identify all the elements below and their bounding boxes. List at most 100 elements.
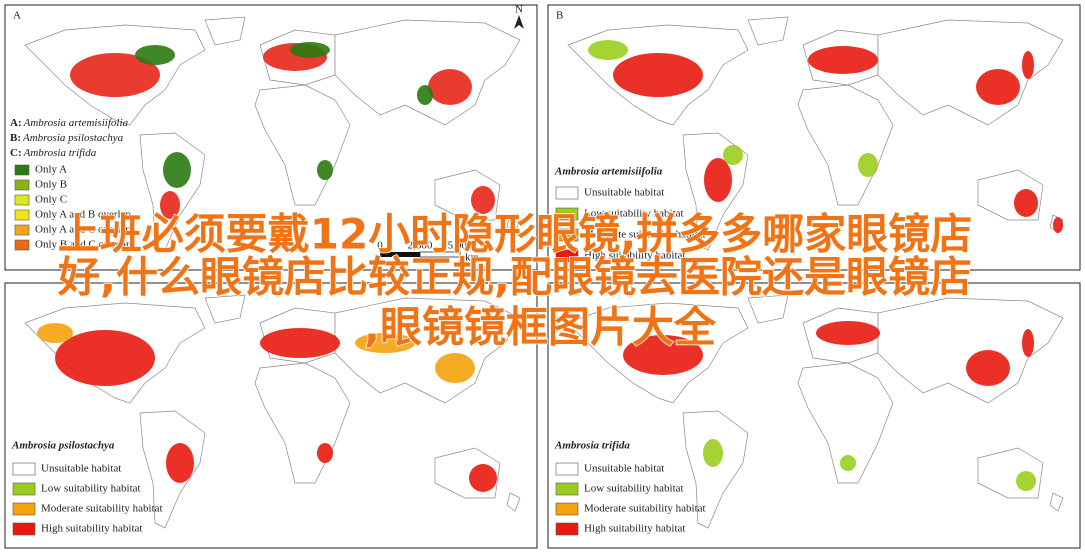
map-panel: Ambrosia psilostachya Unsuitable habitat L…: [4, 282, 538, 549]
habitat-area: [966, 350, 1010, 386]
scale-label: 5,000: [448, 240, 473, 252]
habitat-area: [613, 53, 703, 97]
map-panel: Ambrosia trifida Unsuitable habitat Low su…: [547, 282, 1081, 549]
legend-title: Ambrosia psilostachya: [11, 440, 115, 452]
legend-title: Ambrosia trifida: [554, 440, 630, 452]
panel-label: B: [556, 10, 563, 22]
legend-heading: A: Ambrosia artemisiifolia: [10, 117, 129, 129]
legend-heading: B: Ambrosia psilostachya: [10, 132, 124, 144]
legend-swatch: [555, 249, 579, 263]
habitat-area: [704, 158, 732, 202]
legend-label: Only A: [35, 164, 67, 176]
habitat-area: [623, 335, 703, 375]
legend-swatch: [12, 482, 36, 496]
legend-label: Unsuitable habitat: [584, 463, 664, 475]
legend-heading: C: Ambrosia trifida: [10, 147, 97, 159]
habitat-area: [317, 443, 333, 463]
legend-label: Moderate suitability habitat: [584, 503, 706, 515]
legend-species: Ambrosia psilostachya: [22, 132, 124, 144]
legend-label: Only B: [35, 179, 67, 191]
legend-swatch: [12, 462, 36, 476]
habitat-area: [1053, 217, 1063, 233]
habitat-area: [290, 42, 330, 58]
legend-key: A:: [10, 117, 22, 129]
legend-label: High suitability habitat: [584, 250, 685, 262]
legend-swatch: [14, 209, 30, 221]
legend-swatch: [555, 502, 579, 516]
legend-swatch: [12, 502, 36, 516]
habitat-area: [260, 328, 340, 358]
habitat-area: [469, 464, 497, 492]
habitat-area: [858, 153, 878, 177]
legend-swatch: [555, 186, 579, 200]
habitat-area: [1014, 189, 1038, 217]
panel-label: A: [13, 10, 21, 22]
legend-swatch: [12, 522, 36, 536]
habitat-area: [428, 69, 472, 105]
overlay-title: 上班必须要戴12小时隐形眼镜,拼多多哪家眼镜店: [58, 210, 972, 259]
legend-label: Moderate suitability habitat: [584, 229, 706, 241]
legend-label: Only A and B overlap: [35, 209, 131, 221]
legend-label: Low suitability habitat: [41, 483, 141, 495]
habitat-area: [55, 330, 155, 386]
legend-species: Ambrosia trifida: [23, 147, 97, 159]
legend-label: Low suitability habitat: [584, 208, 684, 220]
legend-label: Moderate suitability habitat: [41, 503, 163, 515]
habitat-area: [135, 45, 175, 65]
legend-label: Only C: [35, 194, 67, 206]
legend-swatch: [14, 164, 30, 176]
habitat-area: [163, 152, 191, 188]
legend-label: High suitability habitat: [584, 523, 685, 535]
habitat-area: [471, 186, 495, 214]
habitat-area: [1022, 51, 1034, 79]
north-arrow: [514, 15, 524, 29]
legend-swatch: [555, 228, 579, 242]
legend-label: Only A and C overlap: [35, 224, 131, 236]
legend-label: Unsuitable habitat: [584, 187, 664, 199]
legend-label: High suitability habitat: [41, 523, 142, 535]
habitat-area: [355, 333, 415, 353]
legend-title: Ambrosia artemisiifolia: [554, 166, 663, 178]
habitat-area: [840, 455, 856, 471]
habitat-area: [723, 145, 743, 165]
habitat-area: [976, 69, 1020, 105]
legend-label: Unsuitable habitat: [41, 463, 121, 475]
habitat-area: [70, 53, 160, 97]
habitat-area: [1022, 329, 1034, 357]
scale-label: 2,500: [408, 240, 433, 252]
habitat-area: [166, 443, 194, 483]
habitat-area: [588, 40, 628, 60]
map-panel: B Ambrosia artemisiifolia Unsuitable habit…: [547, 4, 1081, 271]
habitat-area: [703, 439, 723, 467]
habitat-area: [417, 85, 433, 105]
legend-swatch: [14, 239, 30, 251]
habitat-area: [160, 191, 180, 219]
legend-swatch: [555, 482, 579, 496]
legend-label: Low suitability habitat: [584, 483, 684, 495]
north-label: N: [515, 4, 523, 16]
overlay-title: 好,什么眼镜店比较正规,配眼镜去医院还是眼镜店: [57, 253, 972, 302]
legend-swatch: [14, 179, 30, 191]
habitat-area: [1016, 471, 1036, 491]
habitat-area: [816, 321, 880, 345]
scale-bar: [419, 251, 461, 258]
scale-bar: [380, 252, 420, 257]
habitat-area: [808, 46, 878, 74]
overlay-title: ,眼镜镜框图片大全: [364, 303, 717, 352]
habitat-area: [37, 323, 73, 343]
legend-swatch: [555, 522, 579, 536]
legend-label: Only B and C overlap: [35, 239, 132, 251]
habitat-area: [317, 160, 333, 180]
legend-key: B:: [10, 132, 21, 144]
legend-swatch: [555, 462, 579, 476]
legend-species: Ambrosia artemisiifolia: [23, 117, 129, 129]
scale-label: 0: [377, 240, 383, 252]
legend-swatch: [14, 224, 30, 236]
legend-swatch: [555, 207, 579, 221]
legend-swatch: [14, 194, 30, 206]
legend-key: C:: [10, 147, 22, 159]
habitat-area: [435, 353, 475, 383]
scale-unit: km: [465, 252, 480, 264]
